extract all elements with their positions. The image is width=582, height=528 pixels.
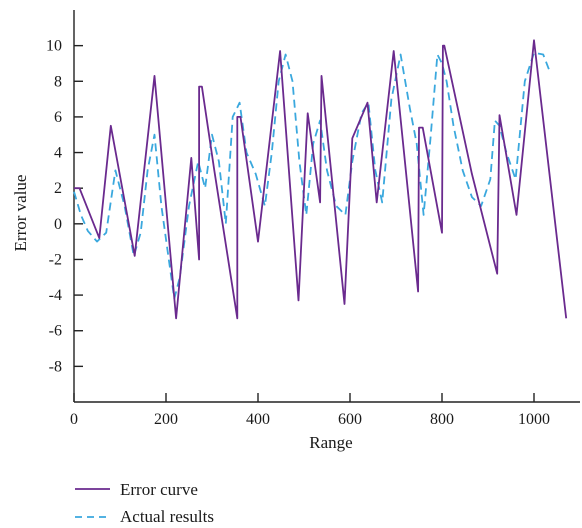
x-tick-label: 0 xyxy=(70,411,78,428)
y-tick-label: -6 xyxy=(49,323,62,340)
x-tick-label: 800 xyxy=(430,411,454,428)
y-axis-title: Error value xyxy=(11,175,30,252)
series-layer xyxy=(73,39,568,320)
y-tick-label: 4 xyxy=(54,145,62,162)
x-axis-title: Range xyxy=(309,433,352,452)
y-tick-label: -4 xyxy=(49,287,62,304)
series-line-actual-results xyxy=(73,51,551,300)
x-tick-label: 400 xyxy=(246,411,270,428)
y-tick-label: 2 xyxy=(54,180,62,197)
y-tick-label: 10 xyxy=(46,38,62,55)
y-tick-label: -2 xyxy=(49,251,62,268)
y-tick-label: -8 xyxy=(49,358,62,375)
legend-label-error-curve: Error curve xyxy=(120,480,198,499)
y-axis-ticks: -8 -6 -4 -2 0 2 4 6 8 10 xyxy=(46,38,83,375)
y-tick-label: 8 xyxy=(54,73,62,90)
x-tick-label: 1000 xyxy=(518,411,550,428)
legend-label-actual-results: Actual results xyxy=(120,507,214,526)
x-axis-ticks: 0 200 400 600 800 1000 xyxy=(70,393,550,428)
x-tick-label: 600 xyxy=(338,411,362,428)
x-tick-label: 200 xyxy=(154,411,178,428)
y-tick-label: 0 xyxy=(54,216,62,233)
series-line-error-curve xyxy=(74,39,568,320)
y-tick-label: 6 xyxy=(54,109,62,126)
legend: Error curve Actual results xyxy=(75,480,214,526)
